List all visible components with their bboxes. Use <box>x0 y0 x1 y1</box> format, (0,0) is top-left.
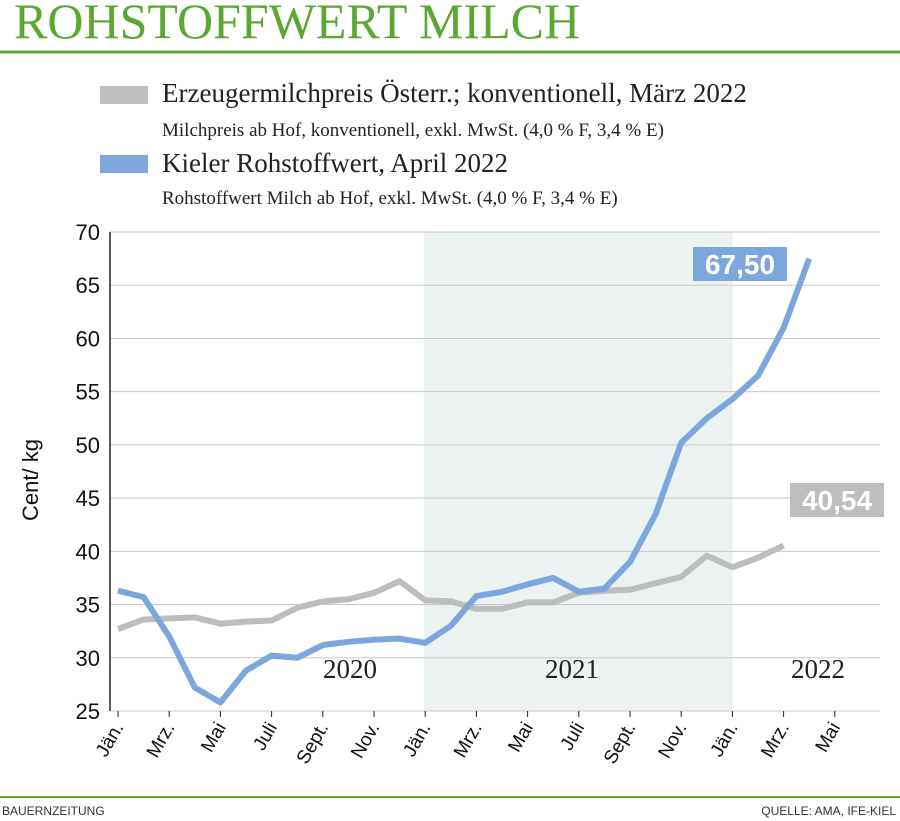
source-right: QUELLE: AMA, IFE-KIEL <box>761 804 896 818</box>
series-line <box>117 257 813 706</box>
x-tick-label: Juli <box>557 719 589 754</box>
legend-swatch <box>100 86 148 104</box>
year-label: 2020 <box>323 654 377 684</box>
year-label: 2021 <box>545 654 599 684</box>
x-tick-label: Nov. <box>347 719 384 762</box>
value-label: 67,50 <box>705 249 775 280</box>
x-tick-label: Sept. <box>600 719 640 768</box>
x-tick-label: Mai <box>812 719 845 756</box>
x-tick-label: Mrz. <box>143 719 180 761</box>
year-band <box>423 232 733 711</box>
x-tick-label: Mai <box>504 719 537 756</box>
y-tick-label: 25 <box>76 699 100 724</box>
value-label: 40,54 <box>802 485 872 516</box>
value-label-box <box>790 483 884 517</box>
y-axis-label: Cent/ kg <box>18 439 43 521</box>
y-tick-label: 60 <box>76 326 100 351</box>
y-tick-label: 50 <box>76 433 100 458</box>
y-tick-label: 30 <box>76 646 100 671</box>
x-tick-label: Jän. <box>92 719 128 761</box>
value-label-box <box>693 247 787 281</box>
x-tick-label: Jän. <box>399 719 435 761</box>
y-tick-label: 55 <box>76 380 100 405</box>
x-tick-label: Sept. <box>293 719 333 768</box>
legend-description: Rohstoffwert Milch ab Hof, exkl. MwSt. (… <box>162 188 618 209</box>
x-tick-label: Mrz. <box>450 719 487 761</box>
legend-label: Erzeugermilchpreis Österr.; konventionel… <box>162 78 747 108</box>
x-tick-label: Jän. <box>707 719 743 761</box>
series-line <box>116 542 785 632</box>
y-tick-label: 65 <box>76 273 100 298</box>
year-label: 2022 <box>791 654 845 684</box>
x-tick-label: Mrz. <box>757 719 794 761</box>
y-tick-label: 70 <box>76 220 100 245</box>
legend-description: Milchpreis ab Hof, konventionell, exkl. … <box>162 120 664 141</box>
x-tick-label: Mai <box>197 719 230 756</box>
chart-title: ROHSTOFFWERT MILCH <box>14 0 580 49</box>
x-tick-label: Nov. <box>655 719 692 762</box>
y-tick-label: 35 <box>76 593 100 618</box>
y-tick-label: 45 <box>76 486 100 511</box>
legend-label: Kieler Rohstoffwert, April 2022 <box>162 148 508 178</box>
y-tick-label: 40 <box>76 539 100 564</box>
legend-swatch <box>100 155 148 173</box>
source-left: BAUERNZEITUNG <box>2 804 105 818</box>
x-tick-label: Juli <box>249 719 281 754</box>
